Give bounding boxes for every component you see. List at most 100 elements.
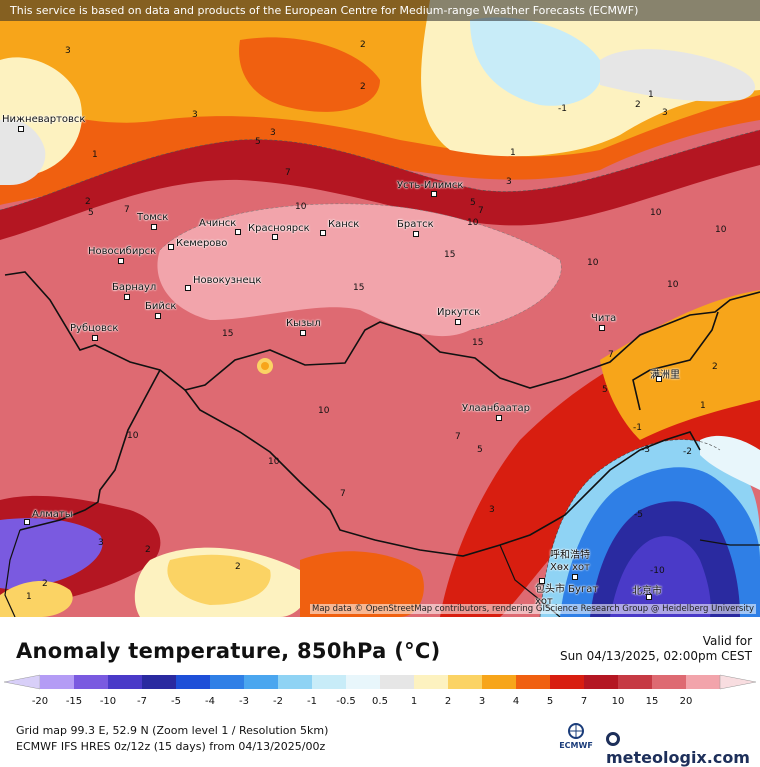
city-label: Новосибирск [88, 246, 157, 257]
city-irkutsk: Иркутск [437, 307, 481, 325]
contour-label: 15 [444, 250, 456, 260]
contour-label: 1 [26, 592, 32, 602]
contour-label: 2 [145, 545, 151, 555]
contour-label: 3 [270, 128, 276, 138]
city-label: Иркутск [437, 307, 481, 318]
legend-swatch [652, 675, 687, 689]
legend-swatch [244, 675, 279, 689]
city-marker-icon [496, 415, 502, 421]
city-marker-icon [320, 230, 326, 236]
city-marker-icon [656, 376, 662, 382]
contour-label: 5 [470, 198, 476, 208]
contour-label: 2 [360, 40, 366, 50]
legend-swatch [516, 675, 551, 689]
contour-label: 2 [235, 562, 241, 572]
legend-swatch [142, 675, 177, 689]
legend-tick-label: -4 [205, 696, 215, 707]
legend-tick-label: -7 [137, 696, 147, 707]
contour-label: -2 [683, 447, 692, 457]
city-label: 呼和浩特 Хөх хот [550, 550, 590, 573]
city-label: Бийск [145, 301, 177, 312]
map-area[interactable]: This service is based on data and produc… [0, 0, 760, 617]
legend-tick-label: -1 [307, 696, 317, 707]
city-achinsk: Ачинск [199, 218, 241, 235]
contour-label: 1 [700, 401, 706, 411]
legend-tick-label: -3 [239, 696, 249, 707]
legend-swatch [176, 675, 211, 689]
meteologix-logo[interactable]: meteologix.com [606, 729, 760, 767]
contour-label: 15 [353, 283, 365, 293]
city-marker-icon [18, 126, 24, 132]
city-label: Красноярск [248, 223, 310, 234]
legend-footer: Anomaly temperature, 850hPa (°C) Valid f… [0, 617, 760, 767]
legend-tick-label: 5 [546, 696, 554, 707]
contour-label: 10 [318, 406, 330, 416]
city-barnaul: Барнаул [112, 282, 156, 300]
legend-swatch [278, 675, 313, 689]
ecmwf-logo: ECMWF [552, 721, 600, 750]
legend-swatch [550, 675, 585, 689]
city-label: Алматы [32, 509, 73, 520]
legend-tick-label: 1 [410, 696, 418, 707]
ecmwf-logo-text: ECMWF [559, 741, 593, 750]
city-label: Рубцовск [70, 323, 119, 334]
city-label: 满洲里 [650, 370, 680, 381]
map-attribution: Map data © OpenStreetMap contributors, r… [310, 604, 756, 614]
legend-swatch [40, 675, 75, 689]
city-beijing: 北京市 [632, 582, 662, 600]
contour-label: 7 [455, 432, 461, 442]
grid-info: Grid map 99.3 E, 52.9 N (Zoom level 1 / … [16, 724, 329, 737]
contour-label: 3 [489, 505, 495, 515]
city-label: Новокузнецк [193, 275, 262, 286]
map-title: Anomaly temperature, 850hPa (°C) [16, 639, 441, 663]
city-krasnoyarsk: Красноярск [248, 223, 310, 240]
legend-tick-label: 20 [679, 696, 693, 707]
city-manzhouli: 满洲里 [650, 366, 680, 382]
city-marker-icon [92, 335, 98, 341]
city-novokuznetsk: Новокузнецк [185, 275, 262, 291]
city-nizhnevartovsk: Нижневартовск [2, 114, 85, 132]
legend-tick-label: 0.5 [372, 696, 388, 707]
contour-label: 5 [477, 445, 483, 455]
city-kemerovo: Кемерово [168, 238, 227, 250]
legend-tick-label: -2 [273, 696, 283, 707]
legend-tick-label: 4 [512, 696, 520, 707]
city-label: Чита [591, 313, 617, 324]
city-label: Канск [328, 219, 360, 230]
legend-tick-label: -5 [171, 696, 181, 707]
city-marker-icon [572, 574, 578, 580]
city-ulaanbaatar: Улаанбаатар [462, 403, 531, 421]
contour-label: -1 [633, 423, 642, 433]
contour-label: 2 [635, 100, 641, 110]
city-marker-icon [151, 224, 157, 230]
city-marker-icon [24, 519, 30, 525]
contour-label: 7 [285, 168, 291, 178]
contour-label: 5 [602, 385, 608, 395]
legend-min-arrow [3, 674, 41, 690]
city-label: Улаанбаатар [462, 403, 531, 414]
contour-label: 5 [88, 208, 94, 218]
contour-label: 3 [98, 538, 104, 548]
legend-tick-label: -15 [65, 696, 83, 707]
legend-tick-label: -10 [99, 696, 117, 707]
contour-label: 5 [255, 137, 261, 147]
legend-swatch [482, 675, 517, 689]
ecmwf-globe-icon [568, 723, 584, 739]
city-marker-icon [539, 578, 545, 584]
legend-max-arrow [719, 674, 757, 690]
ecmwf-notice-banner: This service is based on data and produc… [0, 0, 760, 21]
contour-label: 3 [662, 108, 668, 118]
city-kyzyl: Кызыл [286, 318, 321, 336]
city-chita: Чита [591, 313, 617, 331]
city-kansk: Канск [320, 219, 360, 236]
legend-tick-label: 3 [478, 696, 486, 707]
city-novosibirsk: Новосибирск [88, 246, 157, 264]
city-label: 包头市 Бугат хот [535, 584, 599, 607]
contour-label: -5 [634, 510, 643, 520]
city-rubtsovsk: Рубцовск [70, 323, 119, 341]
anomaly-field [0, 0, 760, 617]
contour-label: 15 [472, 338, 484, 348]
legend-swatch [210, 675, 245, 689]
valid-date: Sun 04/13/2025, 02:00pm CEST [559, 649, 752, 663]
city-almaty: Алматы [24, 509, 73, 525]
